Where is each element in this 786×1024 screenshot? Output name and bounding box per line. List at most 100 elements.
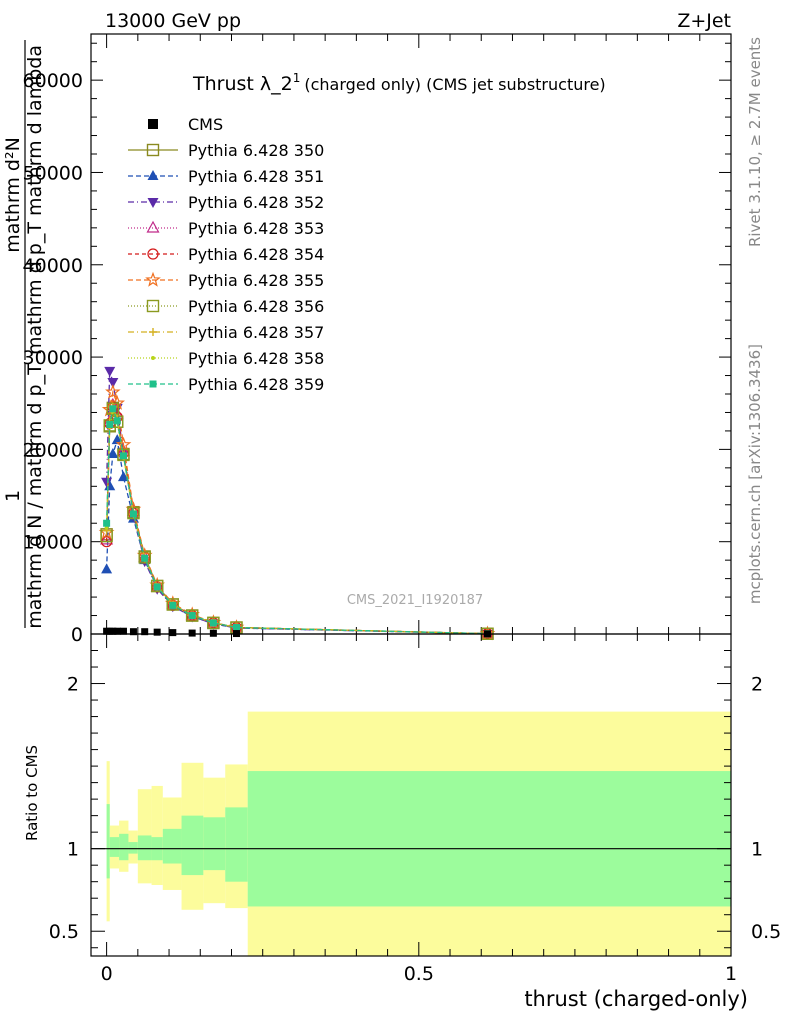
legend-marker xyxy=(145,271,161,287)
ratio-y-tick-label: 2 xyxy=(67,674,79,696)
plot-title-rest: (charged only) (CMS jet substructure) xyxy=(304,75,605,94)
legend-cms-marker xyxy=(148,119,158,129)
ratio-stat-band xyxy=(225,807,248,882)
main-plot-frame xyxy=(90,33,732,635)
legend-label: Pythia 6.428 352 xyxy=(188,193,324,212)
cms-data-point xyxy=(113,627,121,635)
ratio-plot-frame xyxy=(90,633,732,957)
main-y-tick-label: 30000 xyxy=(23,347,83,369)
main-y-tick-label: 60000 xyxy=(23,70,83,92)
series-marker xyxy=(104,366,116,377)
legend-marker xyxy=(146,143,160,157)
ratio-stat-band xyxy=(203,817,226,871)
series-marker xyxy=(104,525,109,530)
series-marker xyxy=(106,420,114,428)
mcplots-credit-label: mcplots.cern.ch [arXiv:1306.3436] xyxy=(746,344,764,604)
legend-label: Pythia 6.428 356 xyxy=(188,297,324,316)
series-marker xyxy=(104,480,116,491)
ratio-stat-band xyxy=(106,804,110,879)
series-marker xyxy=(113,417,121,425)
ratio-x-tick-label: 0.5 xyxy=(404,963,434,985)
series-marker xyxy=(169,601,177,609)
ratio-y-tick-label: 0.5 xyxy=(49,921,79,943)
ratio-y-tick-label-right: 1 xyxy=(751,839,763,861)
cms-data-point xyxy=(188,629,196,637)
series-marker xyxy=(101,477,113,488)
legend-marker xyxy=(147,198,159,208)
cms-data-point xyxy=(169,629,177,637)
y-label-numerator: mathrm d²N xyxy=(2,137,24,253)
series-marker xyxy=(127,506,140,520)
main-y-tick-label: 50000 xyxy=(23,162,83,184)
legend: CMS Pythia 6.428 350 Pythia 6.428 351 Pythi… xyxy=(128,115,324,394)
ratio-y-tick-label-right: 0.5 xyxy=(751,921,781,943)
x-axis-label: thrust (charged-only) xyxy=(524,987,748,1011)
ratio-x-tick-label: 1 xyxy=(725,963,737,985)
legend-label: Pythia 6.428 358 xyxy=(188,349,324,368)
series-marker xyxy=(107,448,119,458)
cms-data-point xyxy=(109,627,117,635)
ratio-stat-band xyxy=(128,842,138,854)
legend-marker xyxy=(151,356,155,360)
ratio-uncertainty-bands xyxy=(106,711,731,956)
series-marker xyxy=(100,532,114,545)
main-plot-panel: 0 10000 20000 30000 40000 50000 60000 Thrust λ… xyxy=(23,33,732,646)
legend-marker xyxy=(149,328,157,336)
ratio-axis-ticks: 0 0.5 1 0.5 0.5 1 1 2 2 xyxy=(49,634,781,985)
legend-label: Pythia 6.428 351 xyxy=(188,167,324,186)
ratio-stat-band xyxy=(137,835,152,861)
series-marker xyxy=(185,609,199,622)
ratio-total-band xyxy=(151,785,163,885)
main-y-tick-label: 40000 xyxy=(23,255,83,277)
series-marker xyxy=(141,554,149,562)
series-marker xyxy=(209,619,217,627)
legend-label: Pythia 6.428 355 xyxy=(188,271,324,290)
series-marker xyxy=(150,579,164,593)
plot-title: Thrust λ_21 (charged only) (CMS jet subst… xyxy=(192,71,606,95)
ratio-stat-band xyxy=(162,828,182,864)
ratio-y-tick-label: 1 xyxy=(67,839,79,861)
cms-data-point xyxy=(141,628,149,636)
main-y-axis-label: 1 mathrm d N / mathrm d p_T mathrm d²N m… xyxy=(2,40,46,629)
rivet-version-label: Rivet 3.1.10, ≥ 2.7M events xyxy=(746,37,764,247)
series-marker xyxy=(103,519,111,527)
y-label-denominator: mathrm d p_T mathrm d lambda xyxy=(24,45,46,355)
series-marker xyxy=(153,583,161,591)
series-marker xyxy=(232,624,240,632)
ratio-stat-band xyxy=(247,771,731,907)
legend-label: Pythia 6.428 354 xyxy=(188,245,324,264)
cms-data-point xyxy=(119,627,127,635)
legend-label: Pythia 6.428 359 xyxy=(188,375,324,394)
cms-data-point xyxy=(209,629,217,637)
cms-data-point xyxy=(129,628,137,636)
ratio-y-tick-label-right: 2 xyxy=(751,674,763,696)
ratio-x-tick-label: 0 xyxy=(101,963,113,985)
legend-marker xyxy=(147,248,159,260)
plot-title-main: Thrust λ_2 xyxy=(192,73,293,95)
series-marker xyxy=(207,616,220,630)
ratio-stat-band xyxy=(181,815,204,876)
series-marker xyxy=(117,471,129,482)
series-marker xyxy=(129,510,137,518)
legend-marker xyxy=(146,220,160,233)
main-y-tick-label: 20000 xyxy=(23,439,83,461)
series-marker xyxy=(138,551,151,564)
series-marker xyxy=(115,436,132,452)
series-marker xyxy=(109,394,126,410)
header-process-label: Z+Jet xyxy=(677,10,731,32)
ratio-plot-panel: 0 0.5 1 0.5 0.5 1 1 2 2 xyxy=(49,633,781,985)
analysis-watermark: CMS_2021_I1920187 xyxy=(347,593,483,608)
main-y-tick-label: 10000 xyxy=(23,532,83,554)
ratio-stat-band xyxy=(109,837,120,857)
main-y-tick-label: 0 xyxy=(71,624,83,646)
legend-label: Pythia 6.428 353 xyxy=(188,219,324,238)
cms-data-point xyxy=(153,628,161,636)
legend-marker xyxy=(147,170,159,180)
legend-label: Pythia 6.428 350 xyxy=(188,141,324,160)
legend-cms-label: CMS xyxy=(188,115,223,134)
series-marker xyxy=(101,563,113,574)
legend-label: Pythia 6.428 357 xyxy=(188,323,324,342)
ratio-y-axis-label: Ratio to CMS xyxy=(23,745,41,841)
plot-title-superscript: 1 xyxy=(293,71,301,85)
